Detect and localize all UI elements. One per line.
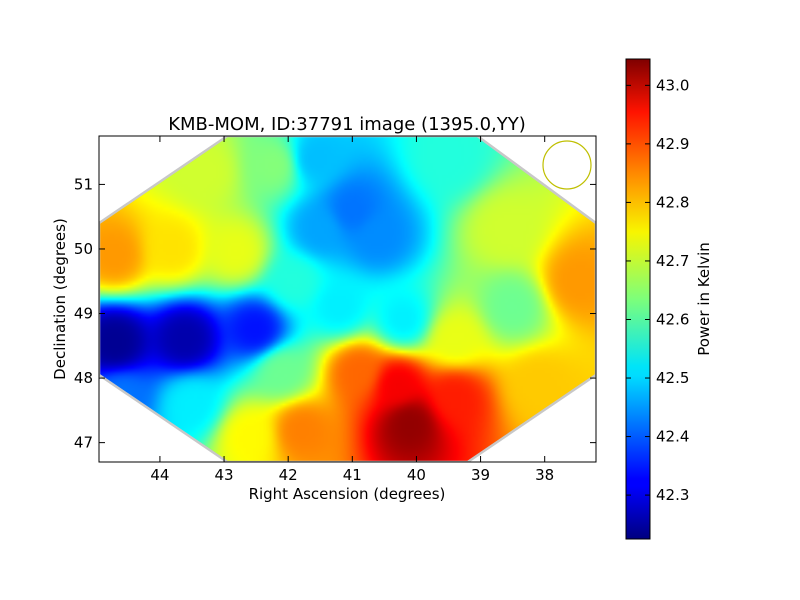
colorbar-ticks: 42.3 42.4 42.5 42.6 42.7 42.8 42.9 43.0 bbox=[626, 76, 689, 504]
x-tick-label: 42 bbox=[279, 466, 298, 484]
y-tick-label: 48 bbox=[74, 369, 93, 387]
colorbar bbox=[625, 58, 651, 540]
x-tick-label: 40 bbox=[407, 466, 426, 484]
x-tick-label: 38 bbox=[535, 466, 554, 484]
heatmap-image bbox=[99, 136, 596, 462]
x-tick-label: 43 bbox=[215, 466, 234, 484]
colorbar-tick-label: 42.5 bbox=[656, 369, 689, 387]
colorbar-tick-label: 43.0 bbox=[656, 76, 689, 94]
colorbar-label: Power in Kelvin bbox=[695, 242, 713, 356]
colorbar-tick-label: 42.4 bbox=[656, 428, 689, 446]
beam-size-marker bbox=[542, 140, 592, 190]
y-tick-label: 51 bbox=[74, 175, 93, 193]
y-axis-ticks: 47 48 49 50 51 bbox=[74, 175, 596, 452]
colorbar-tick-label: 42.9 bbox=[656, 135, 689, 153]
plot-frame bbox=[98, 135, 597, 463]
colorbar-tick-label: 42.3 bbox=[656, 486, 689, 504]
colorbar-tick-label: 42.6 bbox=[656, 310, 689, 328]
x-axis-label: Right Ascension (degrees) bbox=[249, 485, 446, 503]
y-tick-label: 47 bbox=[74, 434, 93, 452]
plot-area bbox=[99, 136, 596, 462]
chart-title: KMB-MOM, ID:37791 image (1395.0,YY) bbox=[168, 114, 526, 135]
y-tick-label: 50 bbox=[74, 240, 93, 258]
footprint-edge bbox=[99, 136, 596, 462]
colorbar-tick-label: 42.8 bbox=[656, 193, 689, 211]
y-tick-label: 49 bbox=[74, 305, 93, 323]
colorbar-tick-label: 42.7 bbox=[656, 252, 689, 270]
x-axis-ticks: 44 43 42 41 40 39 38 bbox=[150, 136, 554, 484]
x-tick-label: 41 bbox=[343, 466, 362, 484]
x-tick-label: 44 bbox=[150, 466, 169, 484]
x-tick-label: 39 bbox=[471, 466, 490, 484]
y-axis-label: Declination (degrees) bbox=[51, 218, 69, 380]
